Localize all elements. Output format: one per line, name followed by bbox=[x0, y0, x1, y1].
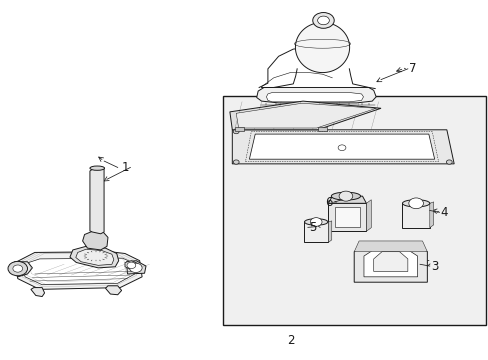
Polygon shape bbox=[82, 231, 108, 250]
Text: 2: 2 bbox=[286, 334, 294, 347]
Circle shape bbox=[127, 262, 136, 269]
Ellipse shape bbox=[402, 200, 429, 207]
Text: 3: 3 bbox=[430, 260, 437, 273]
Polygon shape bbox=[353, 241, 427, 252]
Bar bbox=[234, 127, 244, 131]
Polygon shape bbox=[236, 103, 375, 128]
Polygon shape bbox=[125, 261, 137, 270]
Polygon shape bbox=[229, 101, 380, 130]
Polygon shape bbox=[126, 261, 146, 274]
Polygon shape bbox=[373, 252, 407, 271]
Polygon shape bbox=[232, 130, 453, 164]
Polygon shape bbox=[249, 134, 434, 159]
Polygon shape bbox=[31, 288, 44, 297]
Text: 4: 4 bbox=[440, 206, 447, 219]
Polygon shape bbox=[15, 252, 142, 289]
Ellipse shape bbox=[304, 219, 327, 225]
Text: 1: 1 bbox=[121, 161, 128, 174]
Text: 6: 6 bbox=[325, 196, 332, 209]
Polygon shape bbox=[334, 207, 359, 226]
Polygon shape bbox=[22, 258, 135, 285]
Polygon shape bbox=[295, 22, 349, 73]
Circle shape bbox=[8, 261, 27, 276]
Polygon shape bbox=[76, 249, 114, 265]
Bar bbox=[317, 127, 327, 131]
Polygon shape bbox=[90, 167, 104, 234]
Circle shape bbox=[338, 191, 352, 201]
Circle shape bbox=[233, 160, 239, 164]
Polygon shape bbox=[366, 200, 370, 231]
Polygon shape bbox=[70, 246, 119, 268]
Polygon shape bbox=[363, 248, 417, 277]
Circle shape bbox=[312, 13, 333, 28]
Polygon shape bbox=[429, 202, 433, 228]
Polygon shape bbox=[105, 286, 122, 295]
Polygon shape bbox=[13, 262, 32, 277]
Circle shape bbox=[13, 265, 22, 272]
Polygon shape bbox=[304, 222, 328, 242]
Polygon shape bbox=[256, 87, 375, 103]
Text: 5: 5 bbox=[308, 221, 316, 234]
Bar bbox=[222, 96, 485, 325]
Polygon shape bbox=[266, 93, 363, 102]
Circle shape bbox=[233, 130, 239, 134]
Polygon shape bbox=[402, 203, 429, 228]
Ellipse shape bbox=[330, 192, 360, 200]
Polygon shape bbox=[328, 203, 366, 231]
Polygon shape bbox=[328, 221, 331, 242]
Circle shape bbox=[317, 16, 329, 25]
Ellipse shape bbox=[90, 166, 104, 170]
Circle shape bbox=[408, 198, 423, 209]
Circle shape bbox=[446, 160, 451, 164]
Polygon shape bbox=[328, 196, 366, 203]
Circle shape bbox=[310, 218, 322, 226]
Circle shape bbox=[129, 263, 142, 273]
Text: 7: 7 bbox=[408, 62, 416, 75]
Circle shape bbox=[337, 145, 345, 150]
Polygon shape bbox=[353, 243, 427, 282]
